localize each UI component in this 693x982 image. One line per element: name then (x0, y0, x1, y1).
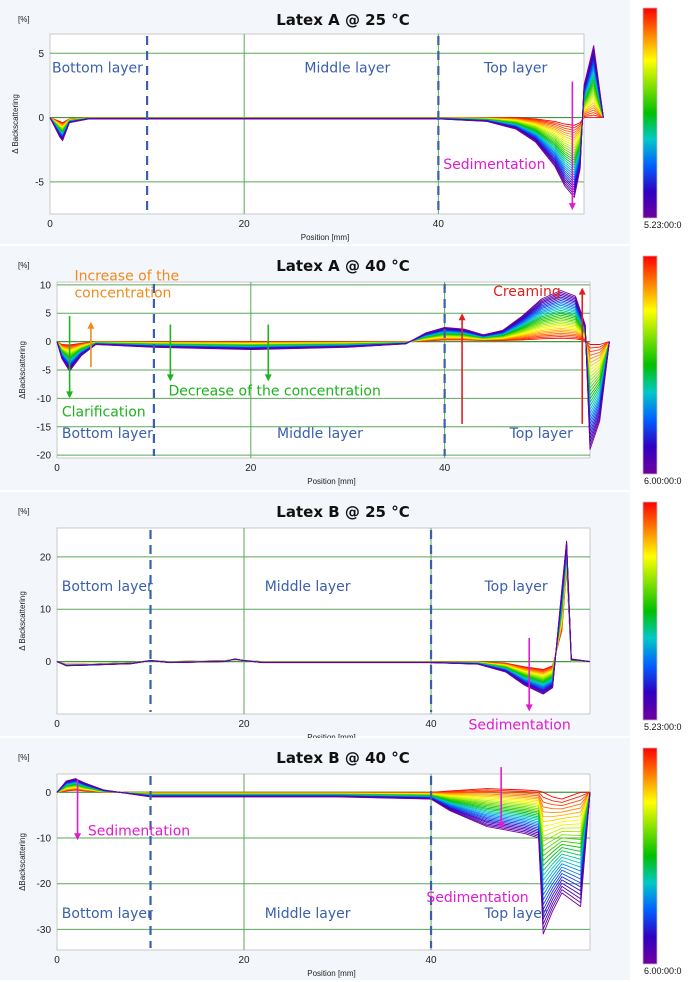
arrow-head (264, 374, 272, 382)
annotation-label: concentration (74, 285, 171, 301)
data-series-line (56, 778, 591, 935)
y-tick-label: -30 (37, 925, 52, 936)
y-tick-label: 10 (40, 605, 52, 616)
annotation-label: Sedimentation (426, 890, 528, 906)
colour-scale-legend (642, 7, 658, 219)
annotation-label: Creaming (493, 284, 561, 300)
x-tick-label: 40 (425, 719, 437, 730)
y-tick-label: 0 (38, 113, 44, 124)
y-unit-label: [%] (18, 15, 30, 24)
layer-label: Bottom layer (52, 61, 143, 77)
y-unit-label: [%] (18, 507, 30, 516)
y-tick-label: 0 (45, 657, 51, 668)
arrow-head (525, 704, 533, 712)
arrow-head (497, 821, 505, 829)
arrow-head (568, 203, 576, 211)
x-tick-label: 0 (54, 955, 60, 966)
layer-label: Top layer (483, 579, 547, 595)
legend-end-label: 5.23:00:0 (644, 722, 682, 732)
colour-scale-legend (642, 255, 658, 475)
annotation-label: Sedimentation (468, 718, 570, 734)
chart-svg: 0 -10 -20 -30 0 20 40 [%] ΔBackscattering Positio… (0, 738, 682, 980)
arrow-head (578, 287, 586, 295)
chart-title: Latex A @ 40 °C (276, 257, 410, 275)
y-tick-label: -15 (37, 422, 52, 433)
arrow-head (66, 391, 74, 399)
data-series-line (56, 290, 610, 450)
layer-label: Top layer (509, 426, 573, 442)
legend-end-label: 6.00:00:0 (644, 966, 682, 976)
y-tick-label: -20 (37, 451, 52, 462)
x-tick-label: 40 (439, 463, 451, 474)
x-axis-label: Position [mm] (301, 233, 349, 242)
y-tick-label: 20 (40, 552, 52, 563)
annotation-label: Increase of the (74, 268, 179, 284)
y-axis-label: Δ Backscattering (18, 591, 27, 651)
chart-svg: 20 10 0 0 20 40 [%] Δ Backscattering Position [m… (0, 492, 682, 742)
y-tick-label: 0 (45, 337, 51, 348)
x-axis-label: Position [mm] (307, 969, 355, 978)
layer-label: Middle layer (265, 579, 351, 595)
y-tick-label: -20 (37, 879, 52, 890)
x-tick-label: 40 (425, 955, 437, 966)
x-tick-label: 0 (54, 719, 60, 730)
layer-label: Middle layer (304, 61, 390, 77)
chart-title: Latex A @ 25 °C (276, 11, 410, 29)
colour-scale-legend (642, 501, 658, 721)
arrow-head (166, 374, 174, 382)
arrow-head (74, 833, 82, 841)
layer-label: Bottom layer (62, 426, 153, 442)
y-axis-label: ΔBackscattering (18, 833, 27, 891)
layer-label: Top layer (483, 61, 547, 77)
annotation-label: Decrease of the concentration (168, 384, 380, 400)
x-axis-label: Position [mm] (307, 477, 355, 486)
y-tick-label: -10 (37, 834, 52, 845)
y-tick-label: 10 (40, 280, 52, 291)
layer-label: Bottom layer (62, 906, 153, 922)
y-tick-label: -5 (42, 366, 51, 377)
x-tick-label: 20 (245, 463, 257, 474)
chart-svg: 5 0 -5 0 20 40 [%] Δ Backscattering Position [mm… (0, 0, 682, 244)
x-tick-label: 20 (239, 219, 251, 230)
layer-label: Top layer (483, 906, 547, 922)
chart-panel: 20 10 0 0 20 40 [%] Δ Backscattering Position [m… (0, 492, 693, 742)
x-tick-label: 0 (47, 219, 53, 230)
chart-title: Latex B @ 40 °C (276, 749, 409, 767)
y-unit-label: [%] (18, 261, 30, 270)
chart-title: Latex B @ 25 °C (276, 503, 409, 521)
y-tick-label: 0 (45, 788, 51, 799)
chart-panel: 10 5 0 -5 -10 -15 -20 0 20 40 [%] ΔBackscattering Po… (0, 246, 693, 492)
layer-label: Middle layer (265, 906, 351, 922)
plot-area (56, 527, 591, 715)
y-axis-label: ΔBackscattering (18, 341, 27, 399)
data-series-line (49, 45, 604, 198)
colour-scale-legend (642, 747, 658, 965)
legend-end-label: 6.00:00:0 (644, 476, 682, 486)
x-axis-label: Position [mm] (307, 733, 355, 742)
x-tick-label: 20 (238, 719, 250, 730)
x-tick-label: 0 (54, 463, 60, 474)
y-unit-label: [%] (18, 753, 30, 762)
arrow-head (87, 321, 95, 329)
annotation-label: Sedimentation (88, 824, 190, 840)
y-tick-label: 5 (38, 49, 44, 60)
arrow-head (458, 313, 466, 321)
y-tick-label: -5 (35, 177, 44, 188)
plot-area (56, 773, 591, 951)
data-series-line (56, 540, 591, 695)
y-tick-label: -10 (37, 394, 52, 405)
chart-panel: 5 0 -5 0 20 40 [%] Δ Backscattering Position [mm… (0, 0, 693, 246)
y-tick-label: 5 (45, 309, 51, 320)
chart-panel: 0 -10 -20 -30 0 20 40 [%] ΔBackscattering Positio… (0, 738, 693, 982)
x-tick-label: 40 (433, 219, 445, 230)
layer-label: Middle layer (277, 426, 363, 442)
y-axis-label: Δ Backscattering (11, 94, 20, 154)
x-tick-label: 20 (238, 955, 250, 966)
legend-end-label: 5.23:00:0 (644, 220, 682, 230)
annotation-label: Clarification (62, 405, 146, 421)
layer-label: Bottom layer (62, 579, 153, 595)
annotation-label: Sedimentation (443, 157, 545, 173)
